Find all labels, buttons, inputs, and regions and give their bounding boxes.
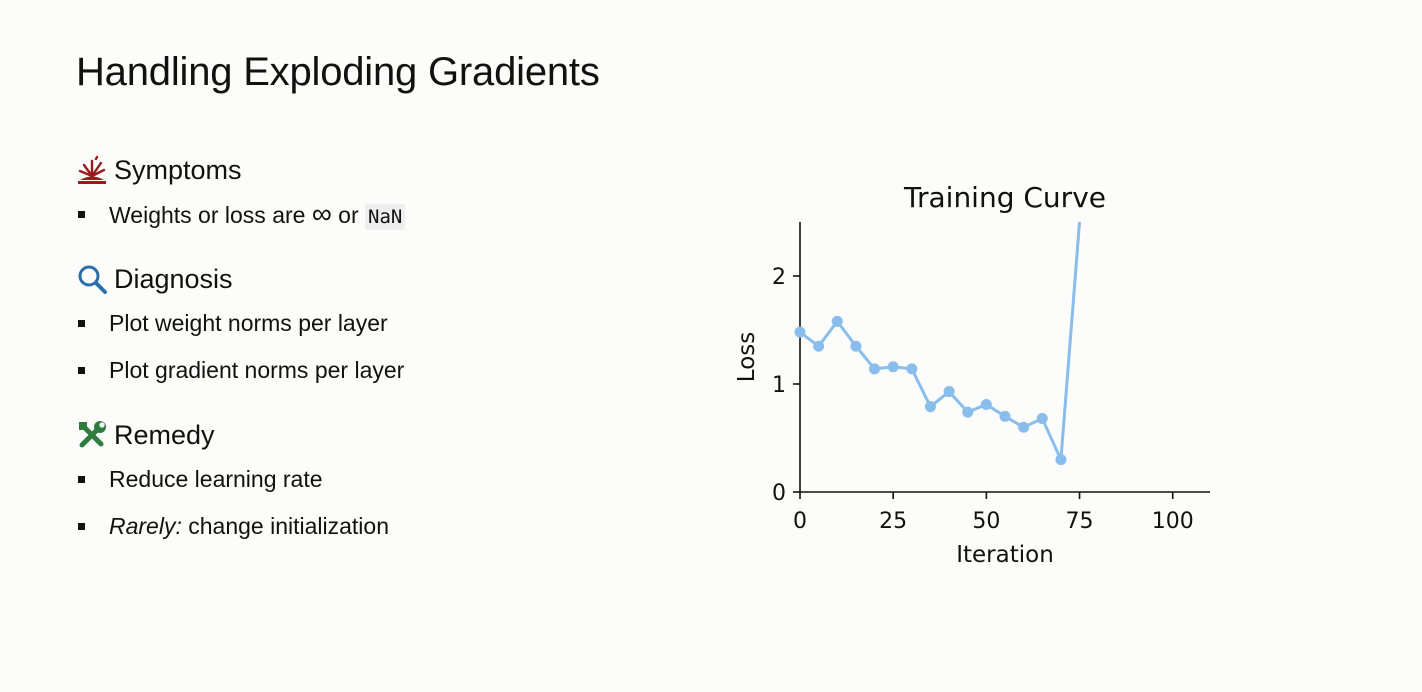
y-tick-label: 1 bbox=[772, 373, 786, 398]
emphasis-text: Rarely: bbox=[109, 513, 182, 539]
magnifier-icon bbox=[78, 265, 107, 294]
bullet-list: Weights or loss are ∞ or NaN bbox=[76, 194, 696, 241]
list-item: Plot gradient norms per layer bbox=[76, 350, 696, 397]
list-item: Reduce learning rate bbox=[76, 459, 696, 506]
data-point bbox=[906, 363, 918, 375]
data-point bbox=[943, 386, 955, 398]
data-point bbox=[980, 399, 992, 411]
page-title: Handling Exploding Gradients bbox=[76, 50, 600, 94]
x-tick-label: 25 bbox=[879, 509, 907, 534]
data-point bbox=[850, 340, 862, 352]
training-curve-chart: Training Curve 0 25 50 75 100 0 1 2 Iteration L… bbox=[734, 181, 1210, 568]
y-tick-label: 2 bbox=[772, 265, 786, 290]
data-point bbox=[962, 406, 974, 418]
section-remedy: Remedy Reduce learning rate Rarely: chan… bbox=[76, 415, 696, 553]
x-tick-label: 75 bbox=[1066, 509, 1094, 534]
x-tick-label: 0 bbox=[793, 509, 807, 534]
content-column: Symptoms Weights or loss are ∞ or NaN Di… bbox=[76, 150, 696, 571]
y-tick-label: 0 bbox=[772, 481, 786, 506]
section-title: Symptoms bbox=[114, 154, 242, 185]
bullet-list: Reduce learning rate Rarely: change init… bbox=[76, 459, 696, 553]
section-title: Diagnosis bbox=[114, 263, 233, 294]
explosion-icon bbox=[78, 155, 106, 184]
section-heading: Symptoms bbox=[76, 150, 696, 190]
x-tick-label: 100 bbox=[1152, 509, 1194, 534]
data-point bbox=[887, 361, 899, 373]
bullet-list: Plot weight norms per layer Plot gradien… bbox=[76, 303, 696, 397]
list-item: Plot weight norms per layer bbox=[76, 303, 696, 350]
data-point bbox=[794, 326, 806, 338]
section-heading: Remedy bbox=[76, 415, 696, 455]
data-point bbox=[1018, 421, 1030, 433]
infinity-symbol: ∞ bbox=[311, 198, 332, 229]
section-symptoms: Symptoms Weights or loss are ∞ or NaN bbox=[76, 150, 696, 241]
section-title: Remedy bbox=[114, 419, 215, 450]
list-item: Rarely: change initialization bbox=[76, 506, 696, 553]
data-point bbox=[869, 363, 881, 375]
x-axis-label: Iteration bbox=[956, 542, 1054, 568]
chart-title: Training Curve bbox=[903, 181, 1106, 214]
inline-code: NaN bbox=[365, 204, 406, 230]
tools-icon bbox=[79, 421, 106, 448]
data-point bbox=[1036, 413, 1048, 425]
series-line bbox=[799, 319, 1063, 461]
section-diagnosis: Diagnosis Plot weight norms per layer Pl… bbox=[76, 259, 696, 397]
list-item: Weights or loss are ∞ or NaN bbox=[76, 194, 696, 241]
data-point bbox=[831, 315, 843, 327]
x-tick-label: 50 bbox=[972, 509, 1000, 534]
section-heading: Diagnosis bbox=[76, 259, 696, 299]
exploding-segment bbox=[1059, 221, 1082, 460]
data-point bbox=[813, 340, 825, 352]
data-point bbox=[999, 410, 1011, 422]
data-point bbox=[924, 401, 936, 413]
y-axis-label: Loss bbox=[734, 332, 760, 382]
data-point bbox=[1055, 454, 1067, 466]
